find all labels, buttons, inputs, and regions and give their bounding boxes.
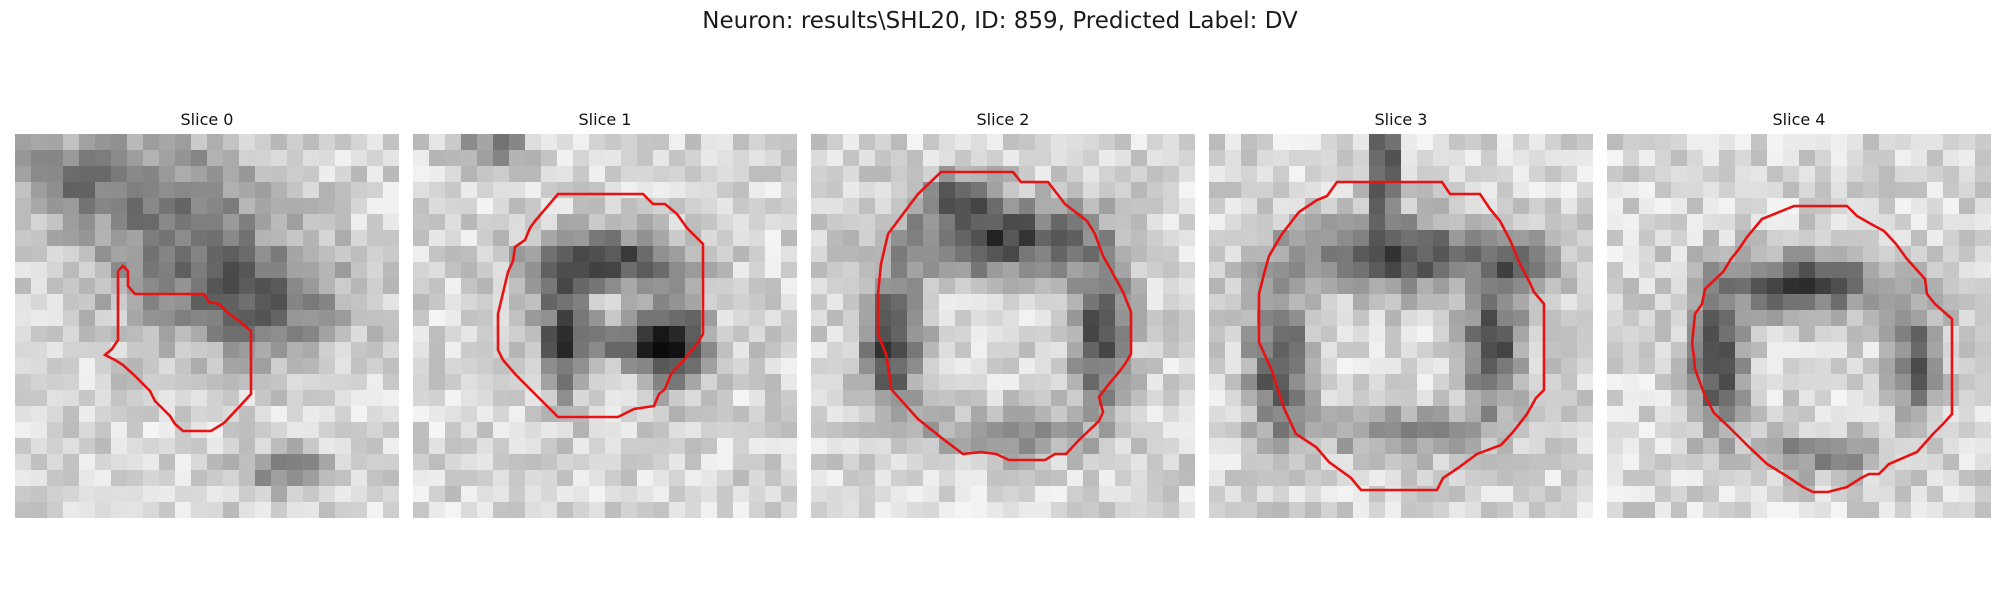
slice-panel-4: Slice 4 [1607, 108, 1991, 518]
pixel-grid [811, 134, 1195, 518]
slice-panel-1: Slice 1 [413, 108, 797, 518]
pixel-grid [1209, 134, 1593, 518]
slice-title-1: Slice 1 [578, 110, 632, 129]
figure-title: Neuron: results\SHL20, ID: 859, Predicte… [702, 8, 1298, 34]
slice-panel-2: Slice 2 [811, 108, 1195, 518]
slice-image-2 [811, 134, 1195, 518]
slice-title-0: Slice 0 [180, 110, 234, 129]
roi-contour-4 [1690, 204, 1954, 494]
slice-image-3 [1209, 134, 1593, 518]
slice-title-4: Slice 4 [1772, 110, 1826, 129]
slice-panel-0: Slice 0 [15, 108, 399, 518]
slice-title-2: Slice 2 [976, 110, 1030, 129]
pixel-grid [413, 134, 797, 518]
roi-contour-3 [1257, 180, 1546, 492]
slice-title-3: Slice 3 [1374, 110, 1428, 129]
roi-contour-1 [496, 192, 705, 419]
roi-contour-0 [102, 264, 253, 433]
pixel-grid [1607, 134, 1991, 518]
slice-image-4 [1607, 134, 1991, 518]
slice-image-0 [15, 134, 399, 518]
slice-image-1 [413, 134, 797, 518]
slice-panel-3: Slice 3 [1209, 108, 1593, 518]
roi-contour-2 [876, 170, 1133, 462]
pixel-grid [15, 134, 399, 518]
